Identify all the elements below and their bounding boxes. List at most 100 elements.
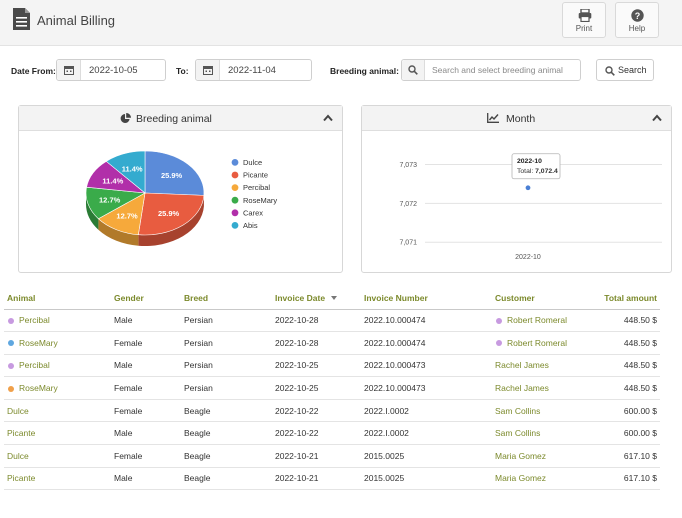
cell-breed: Persian <box>181 354 272 378</box>
table-row[interactable]: RoseMary Female Persian 2022-10-25 2022.10.0… <box>4 376 660 400</box>
pie-slice-label: 12.7% <box>116 212 138 221</box>
cell-invoice-number-text: 2015.0025 <box>364 450 405 461</box>
date-from-value: 2022-10-05 <box>89 65 138 76</box>
print-button[interactable]: Print <box>562 2 606 38</box>
cell-gender-text: Male <box>114 360 133 371</box>
cell-gender: Female <box>111 376 181 400</box>
data-point[interactable] <box>524 184 532 191</box>
cell-customer-text: Maria Gomez <box>495 473 547 484</box>
color-dot <box>496 340 502 347</box>
cell-total-amount: 600.00 $ <box>587 399 660 423</box>
col-breed[interactable]: Breed <box>181 287 272 310</box>
cell-total-amount-text: 600.00 $ <box>623 428 657 439</box>
date-to-label: To: <box>176 66 189 76</box>
cell-invoice-date: 2022-10-22 <box>272 399 361 423</box>
cell-animal[interactable]: Percibal <box>4 309 111 333</box>
cell-customer[interactable]: Maria Gomez <box>492 467 587 491</box>
pie-slice[interactable] <box>137 192 205 236</box>
date-from-field[interactable]: 2022-10-05 <box>56 59 166 81</box>
pie-slice[interactable] <box>144 150 205 196</box>
cell-animal-text: Dulce <box>7 405 29 416</box>
cell-animal-text: RoseMary <box>19 383 58 394</box>
table-row[interactable]: Picante Male Beagle 2022-10-21 2015.0025 Mari… <box>4 467 660 491</box>
legend-label[interactable]: Carex <box>243 208 263 217</box>
breeding-animal-search[interactable] <box>401 59 581 81</box>
cell-gender-text: Male <box>114 473 133 484</box>
cell-customer-text: Robert Romeral <box>507 337 567 348</box>
table-row[interactable]: Percibal Male Persian 2022-10-25 2022.10.000… <box>4 354 660 378</box>
color-dot <box>8 385 14 392</box>
col-total-amount[interactable]: Total amount <box>587 287 660 310</box>
cell-breed-text: Beagle <box>184 405 211 416</box>
table-row[interactable]: RoseMary Female Persian 2022-10-28 2022.10.0… <box>4 331 660 355</box>
legend-label[interactable]: RoseMary <box>243 196 277 205</box>
cell-invoice-date: 2022-10-25 <box>272 354 361 378</box>
cell-customer-text: Sam Collins <box>495 428 541 439</box>
help-button[interactable]: ? Help <box>615 2 659 38</box>
table-row[interactable]: Dulce Female Beagle 2022-10-21 2015.0025 Mari… <box>4 444 660 468</box>
legend-label[interactable]: Picante <box>243 171 268 180</box>
cell-animal-text: Dulce <box>7 450 29 461</box>
chevron-up-icon[interactable] <box>323 114 333 122</box>
search-button[interactable]: Search <box>596 59 654 81</box>
pie-slice-side <box>86 193 99 230</box>
col-invoice-date[interactable]: Invoice Date <box>272 287 361 310</box>
legend-marker <box>231 184 239 191</box>
color-dot <box>8 340 14 347</box>
table-row[interactable]: Percibal Male Persian 2022-10-28 2022.10.000… <box>4 309 660 333</box>
cell-animal[interactable]: Dulce <box>4 399 111 423</box>
cell-breed-text: Beagle <box>184 428 211 439</box>
cell-customer[interactable]: Rachel James <box>492 354 587 378</box>
col-animal[interactable]: Animal <box>4 287 111 310</box>
cell-gender: Female <box>111 331 181 355</box>
cell-animal[interactable]: Picante <box>4 421 111 446</box>
cell-animal-text: Picante <box>7 473 36 484</box>
breeding-animal-pie-chart: 25.9% 25.9% 12.7% 12.7% 11.4% 11.4% Dulce Pican… <box>85 150 277 246</box>
cell-animal[interactable]: Percibal <box>4 354 111 378</box>
cell-invoice-date-text: 2022-10-22 <box>275 405 319 416</box>
cell-customer[interactable]: Maria Gomez <box>492 444 587 468</box>
table-header-row: Animal Gender Breed Invoice Date Invoice… <box>4 287 660 310</box>
cell-breed: Persian <box>181 309 272 333</box>
legend-label[interactable]: Percibal <box>243 183 270 192</box>
color-dot <box>8 362 14 369</box>
cell-customer[interactable]: Rachel James <box>492 376 587 400</box>
col-invoice-number[interactable]: Invoice Number <box>361 287 492 310</box>
table-row[interactable]: Picante Male Beagle 2022-10-22 2022.I.0002 Sa… <box>4 421 660 446</box>
billing-table: Animal Gender Breed Invoice Date Invoice… <box>4 287 660 491</box>
cell-invoice-number: 2022.10.000473 <box>361 354 492 378</box>
cell-customer[interactable]: Sam Collins <box>492 399 587 423</box>
cell-customer[interactable]: Robert Romeral <box>492 331 587 355</box>
page-title: Animal Billing <box>37 13 116 28</box>
help-label: Help <box>628 24 646 33</box>
legend-label[interactable]: Abis <box>243 221 258 230</box>
document-icon <box>13 8 30 30</box>
cell-invoice-date-text: 2022-10-25 <box>275 360 319 371</box>
table-row[interactable]: Dulce Female Beagle 2022-10-22 2022.I.0002 Sa… <box>4 399 660 423</box>
pie-slice[interactable] <box>105 150 146 194</box>
cell-total-amount-text: 448.50 $ <box>623 383 657 394</box>
color-dot <box>8 317 14 324</box>
date-to-field[interactable]: 2022-11-04 <box>195 59 312 81</box>
legend-marker <box>231 159 239 166</box>
printer-icon <box>578 9 592 22</box>
cell-invoice-date-text: 2022-10-28 <box>275 315 319 326</box>
col-customer[interactable]: Customer <box>492 287 587 310</box>
cell-breed: Beagle <box>181 399 272 423</box>
cell-gender-text: Male <box>114 428 133 439</box>
search-button-label: Search <box>618 65 647 75</box>
tooltip-title: 2022-10 <box>517 158 542 165</box>
cell-animal[interactable]: RoseMary <box>4 376 111 400</box>
cell-customer[interactable]: Sam Collins <box>492 421 587 446</box>
help-icon: ? <box>631 9 644 22</box>
cell-customer[interactable]: Robert Romeral <box>492 309 587 333</box>
tooltip <box>511 153 561 180</box>
cell-animal[interactable]: Dulce <box>4 444 111 468</box>
chevron-up-icon[interactable] <box>652 114 662 122</box>
legend-marker <box>231 196 239 204</box>
breeding-animal-input[interactable] <box>432 63 578 77</box>
cell-animal[interactable]: RoseMary <box>4 331 111 355</box>
col-gender[interactable]: Gender <box>111 287 181 310</box>
legend-label[interactable]: Dulce <box>243 158 262 167</box>
cell-animal[interactable]: Picante <box>4 467 111 491</box>
